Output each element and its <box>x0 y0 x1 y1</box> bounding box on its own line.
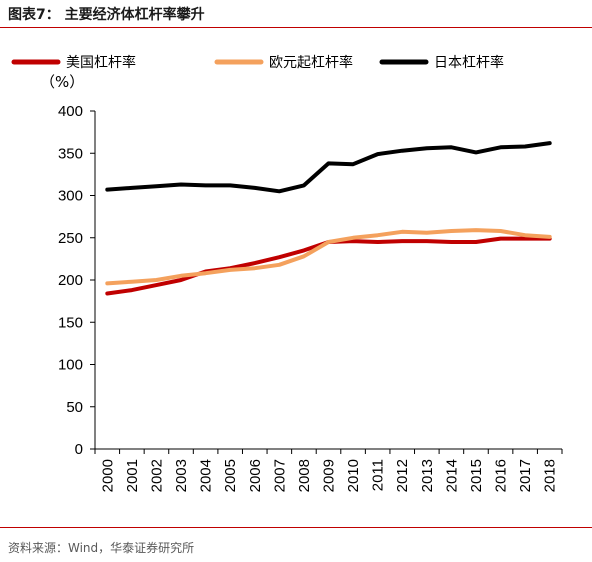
x-tick-label: 2009 <box>321 459 338 492</box>
x-tick-label: 2002 <box>148 459 165 492</box>
x-tick-label: 2007 <box>271 459 288 492</box>
y-tick-labels: 0 50 100 150 200 250 300 350 400 <box>58 103 83 458</box>
x-tick-label: 2005 <box>222 459 239 492</box>
y-tick-label: 350 <box>58 145 83 162</box>
top-rule <box>0 27 592 28</box>
x-tick-label: 2001 <box>124 459 141 492</box>
x-tick-label: 2004 <box>198 459 215 492</box>
x-tick-labels: 2000 2001 2002 2003 2004 2005 2006 2007 2008 2009… <box>99 459 558 492</box>
bottom-rule <box>0 527 592 528</box>
legend-label-0: 美国杠杆率 <box>66 54 136 71</box>
y-tick-label: 0 <box>75 441 83 458</box>
x-tick-label: 2014 <box>443 459 460 492</box>
x-tick-label: 2017 <box>517 459 534 492</box>
figure-title: 图表7： 主要经济体杠杆率攀升 <box>8 7 205 23</box>
y-tick-label: 100 <box>58 357 83 374</box>
x-tick-label: 2000 <box>99 459 116 492</box>
y-tick-label: 200 <box>58 272 83 289</box>
series-line-2 <box>105 141 552 194</box>
x-tick-label: 2015 <box>468 459 485 492</box>
y-tick-label: 50 <box>66 399 83 416</box>
chart-legend: 美国杠杆率 欧元起杠杆率 日本杠杆率 <box>11 54 504 71</box>
x-tick-label: 2013 <box>419 459 436 492</box>
x-tick-label: 2003 <box>173 459 190 492</box>
y-tick-label: 300 <box>58 188 83 205</box>
x-tick-label: 2008 <box>296 459 313 492</box>
x-tick-label: 2006 <box>247 459 264 492</box>
y-tick-label: 250 <box>58 230 83 247</box>
series-line-0 <box>105 236 552 296</box>
y-tick-label: 150 <box>58 314 83 331</box>
x-tick-label: 2011 <box>370 459 387 491</box>
chart-series <box>105 141 552 296</box>
source-note: 资料来源：Wind，华泰证券研究所 <box>8 541 195 555</box>
legend-label-1: 欧元起杠杆率 <box>269 54 353 71</box>
y-tick-label: 400 <box>58 103 83 120</box>
line-chart: 美国杠杆率 欧元起杠杆率 日本杠杆率 （%） 0 50 100 150 200 250 300 3… <box>11 54 563 492</box>
x-tick-label: 2016 <box>493 459 510 492</box>
x-tick-label: 2012 <box>394 459 411 492</box>
series-line-1 <box>105 228 552 286</box>
x-tick-label: 2010 <box>345 459 362 492</box>
chart-axes <box>90 110 563 454</box>
legend-label-2: 日本杠杆率 <box>434 54 504 71</box>
x-tick-label: 2018 <box>542 459 559 492</box>
y-axis-unit-label: （%） <box>40 73 84 91</box>
